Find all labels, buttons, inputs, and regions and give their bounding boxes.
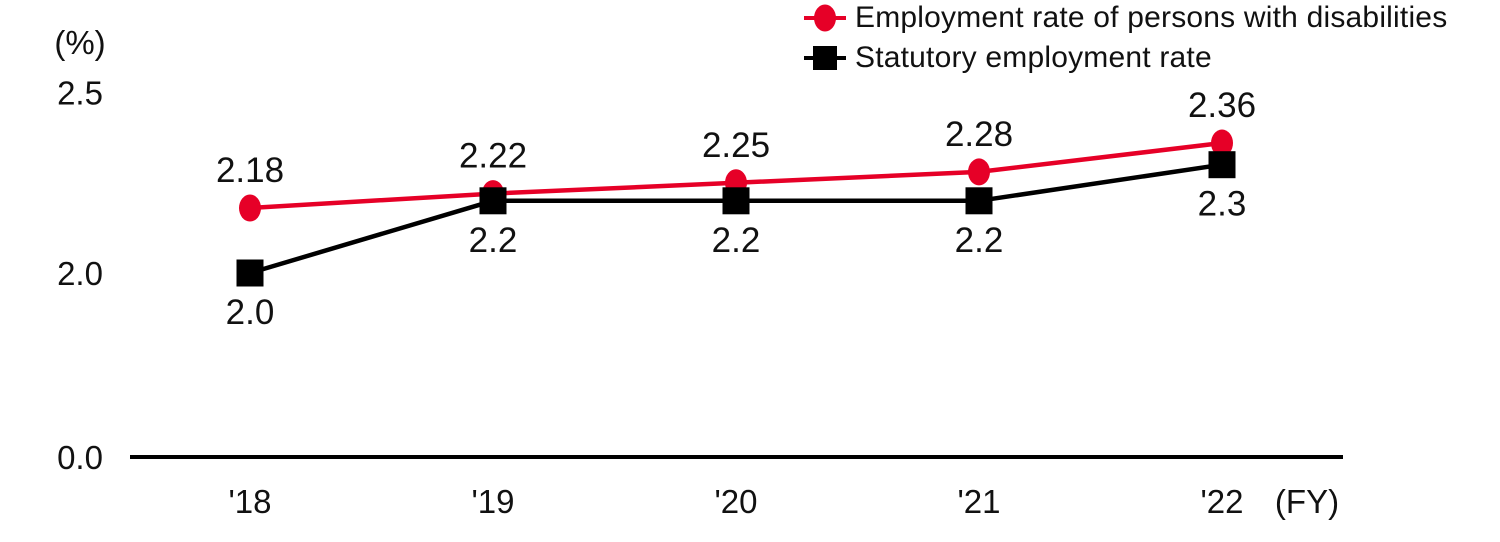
data-point-marker-square — [236, 259, 264, 287]
legend-label-statutory-rate: Statutory employment rate — [855, 41, 1212, 74]
data-point-label: 2.2 — [469, 221, 518, 260]
y-axis-tick-label: 2.0 — [57, 255, 103, 292]
data-point-marker-square — [722, 187, 750, 215]
data-point-marker-square — [479, 187, 507, 215]
x-axis-unit-label: (FY) — [1275, 483, 1339, 520]
legend-item-statutory-rate: Statutory employment rate — [802, 38, 1447, 78]
y-axis-tick-label: 0.0 — [57, 439, 103, 476]
red-circle-line-marker-icon — [804, 4, 846, 32]
x-axis-tick-label: '20 — [714, 483, 757, 520]
data-point-label: 2.2 — [712, 221, 761, 260]
data-point-marker-square — [1208, 151, 1236, 179]
y-axis-tick-label: 2.5 — [57, 75, 103, 112]
x-axis-tick-label: '21 — [957, 483, 1000, 520]
data-point-label: 2.22 — [459, 137, 527, 176]
data-point-label: 2.2 — [955, 221, 1004, 260]
legend-item-employment-rate: Employment rate of persons with disabili… — [802, 0, 1447, 38]
data-point-marker-circle — [968, 158, 990, 186]
data-point-label: 2.3 — [1198, 185, 1247, 224]
x-axis-tick-label: '19 — [471, 483, 514, 520]
data-point-label: 2.28 — [945, 115, 1013, 154]
chart-legend: Employment rate of persons with disabili… — [802, 0, 1447, 78]
y-axis-unit-label: (%) — [54, 24, 105, 61]
x-axis-tick-label: '22 — [1200, 483, 1243, 520]
data-point-marker-square — [965, 187, 993, 215]
legend-label-employment-rate: Employment rate of persons with disabili… — [855, 1, 1448, 34]
data-point-label: 2.0 — [226, 293, 275, 332]
data-point-label: 2.25 — [702, 126, 770, 165]
data-point-marker-circle — [1211, 129, 1233, 157]
black-square-line-marker-icon — [804, 46, 846, 70]
data-point-label: 2.36 — [1188, 86, 1256, 125]
x-axis-tick-label: '18 — [228, 483, 271, 520]
data-point-marker-circle — [239, 194, 261, 222]
data-point-label: 2.18 — [216, 151, 284, 190]
